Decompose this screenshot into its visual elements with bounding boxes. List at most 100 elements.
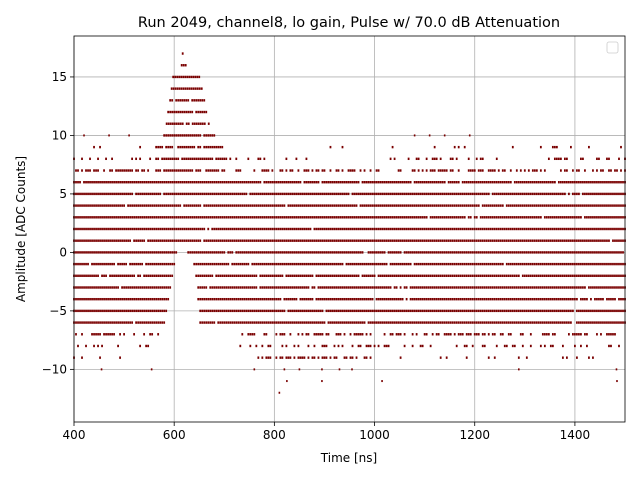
data-point xyxy=(215,204,218,207)
data-point xyxy=(427,309,430,313)
data-point xyxy=(79,204,81,207)
data-point xyxy=(600,309,602,313)
data-point xyxy=(547,192,550,196)
data-point xyxy=(253,262,256,266)
data-point xyxy=(383,204,386,207)
data-point xyxy=(331,297,334,301)
data-point xyxy=(622,239,624,242)
data-point xyxy=(239,344,242,348)
data-point xyxy=(301,274,304,277)
data-point xyxy=(559,239,562,242)
data-point xyxy=(259,227,262,231)
data-point xyxy=(87,262,89,266)
data-point xyxy=(576,356,578,359)
data-point xyxy=(602,169,604,172)
data-point xyxy=(131,309,134,313)
data-point xyxy=(367,251,370,254)
data-point xyxy=(487,239,490,242)
data-point xyxy=(201,297,204,301)
data-point xyxy=(237,321,240,324)
data-point xyxy=(251,333,254,336)
data-point xyxy=(165,204,168,207)
data-point xyxy=(161,262,164,266)
data-point xyxy=(361,251,364,254)
data-point xyxy=(331,181,334,184)
data-point xyxy=(305,239,308,242)
data-point xyxy=(505,204,508,207)
data-point xyxy=(459,297,462,301)
data-point xyxy=(463,297,466,301)
data-point xyxy=(335,216,338,219)
data-point xyxy=(91,216,93,219)
data-point xyxy=(345,356,348,359)
data-point xyxy=(367,216,370,219)
data-point xyxy=(399,227,402,231)
data-point xyxy=(99,181,101,184)
data-point xyxy=(159,262,162,266)
data-point xyxy=(325,251,328,254)
data-point xyxy=(586,297,588,301)
x-axis-label: Time [ns] xyxy=(320,451,377,465)
data-point xyxy=(612,227,614,231)
data-point xyxy=(213,262,216,266)
data-point xyxy=(407,192,410,196)
data-point xyxy=(311,321,314,324)
data-point xyxy=(319,274,322,277)
data-point xyxy=(271,309,274,313)
data-point xyxy=(143,181,146,184)
data-point xyxy=(580,227,582,231)
data-point xyxy=(243,309,246,313)
data-point xyxy=(235,192,238,196)
data-point xyxy=(513,321,516,324)
data-point xyxy=(271,297,274,301)
data-point xyxy=(141,239,144,242)
data-point xyxy=(443,169,446,172)
data-point xyxy=(465,262,468,266)
data-point xyxy=(431,239,434,242)
data-point xyxy=(137,286,140,289)
data-point xyxy=(75,239,77,242)
data-point xyxy=(125,251,127,254)
data-point xyxy=(79,216,81,219)
data-point xyxy=(285,157,288,161)
data-point xyxy=(99,297,101,301)
data-point xyxy=(251,297,254,301)
data-point xyxy=(127,216,129,219)
data-point xyxy=(604,309,606,313)
data-point xyxy=(375,286,378,289)
data-point xyxy=(273,204,276,207)
data-point xyxy=(185,192,188,196)
data-point xyxy=(565,297,568,301)
data-point xyxy=(217,297,220,301)
data-point xyxy=(269,274,272,277)
data-point xyxy=(223,181,226,184)
data-point xyxy=(255,204,258,207)
data-point xyxy=(213,192,216,196)
data-point xyxy=(449,181,452,184)
data-point xyxy=(604,216,606,219)
data-point xyxy=(323,274,326,277)
data-point xyxy=(141,216,144,219)
data-point xyxy=(271,262,274,266)
data-point xyxy=(555,274,558,277)
data-point xyxy=(361,192,364,196)
data-point xyxy=(616,204,618,207)
data-point xyxy=(187,216,190,219)
data-point xyxy=(255,251,258,254)
data-point xyxy=(135,262,138,266)
data-point xyxy=(497,216,500,219)
data-point xyxy=(181,99,184,102)
data-point xyxy=(606,251,608,254)
data-point xyxy=(305,181,308,184)
data-point xyxy=(435,274,438,277)
data-point xyxy=(553,227,556,231)
data-point xyxy=(335,262,338,266)
data-point xyxy=(143,321,146,324)
data-point xyxy=(169,122,172,125)
data-point xyxy=(449,286,452,289)
data-point xyxy=(439,274,442,277)
data-point xyxy=(111,239,113,242)
data-point xyxy=(447,216,450,219)
data-point xyxy=(507,216,510,219)
data-point xyxy=(115,274,117,277)
